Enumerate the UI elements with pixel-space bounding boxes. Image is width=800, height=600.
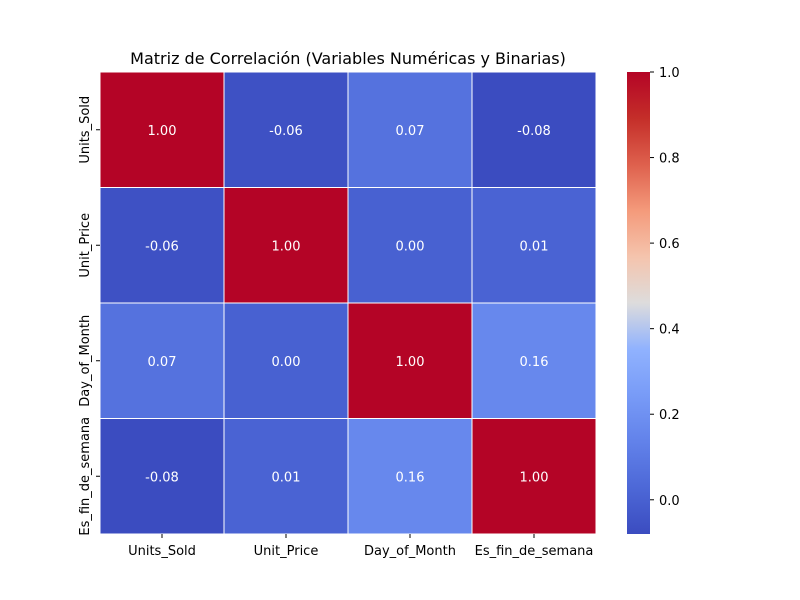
cell-value-label: 0.07 bbox=[396, 124, 425, 139]
heatmap-cell bbox=[471, 302, 597, 419]
x-tick-label: Units_Sold bbox=[128, 544, 196, 559]
heatmap-cell bbox=[471, 418, 597, 535]
cell-value-label: 0.16 bbox=[520, 355, 549, 370]
y-tick-label: Day_of_Month bbox=[78, 315, 93, 407]
cell-value-label: 1.00 bbox=[148, 124, 177, 139]
cell-value-label: -0.06 bbox=[269, 124, 303, 139]
cell-value-label: 0.00 bbox=[396, 239, 425, 254]
cell-value-label: 0.16 bbox=[396, 470, 425, 485]
cell-value-label: -0.08 bbox=[517, 124, 551, 139]
heatmap-cell bbox=[223, 71, 349, 188]
heatmap-cell bbox=[471, 71, 597, 188]
cell-value-label: 0.07 bbox=[148, 355, 177, 370]
heatmap-cell bbox=[471, 187, 597, 304]
colorbar-tick-label: 1.0 bbox=[659, 66, 680, 81]
y-axis: Units_Sold Unit_Price Day_of_Month Es_fin_d… bbox=[78, 96, 100, 536]
chart-title: Matriz de Correlación (Variables Numéric… bbox=[130, 49, 566, 68]
cell-value-label: -0.06 bbox=[145, 239, 179, 254]
colorbar-gradient bbox=[627, 72, 650, 534]
colorbar: 0.0 0.2 0.4 0.6 0.8 1.0 bbox=[627, 66, 680, 534]
x-axis: Units_Sold Unit_Price Day_of_Month Es_fin_d… bbox=[128, 534, 593, 559]
colorbar-tick-label: 0.4 bbox=[659, 323, 680, 338]
colorbar-tick-label: 0.0 bbox=[659, 494, 680, 509]
heatmap-cell bbox=[99, 187, 225, 304]
cell-value-label: 0.00 bbox=[272, 355, 301, 370]
colorbar-tick-label: 0.8 bbox=[659, 152, 680, 167]
y-tick-label: Units_Sold bbox=[78, 96, 93, 164]
x-tick-label: Unit_Price bbox=[254, 544, 319, 559]
colorbar-tick-label: 0.6 bbox=[659, 237, 680, 252]
y-tick-label: Es_fin_de_semana bbox=[78, 417, 93, 536]
heatmap-cell bbox=[223, 302, 349, 419]
heatmap-cell bbox=[99, 71, 225, 188]
heatmap-cell bbox=[223, 418, 349, 535]
cell-value-label: 1.00 bbox=[272, 239, 301, 254]
heatmap-cell bbox=[347, 418, 473, 535]
y-tick-label: Unit_Price bbox=[78, 213, 93, 278]
cell-value-label: 0.01 bbox=[272, 470, 301, 485]
cell-value-label: 0.01 bbox=[520, 239, 549, 254]
heatmap-cell bbox=[347, 71, 473, 188]
colorbar-tick-label: 0.2 bbox=[659, 408, 680, 423]
heatmap-cells bbox=[99, 71, 597, 535]
cell-value-label: 1.00 bbox=[396, 355, 425, 370]
x-tick-label: Day_of_Month bbox=[364, 544, 456, 559]
x-tick-label: Es_fin_de_semana bbox=[475, 544, 594, 559]
heatmap-cell-labels: 1.00 -0.06 0.07 -0.08 -0.06 1.00 0.00 0.01 0.07 0… bbox=[145, 124, 551, 486]
heatmap-cell bbox=[223, 187, 349, 304]
cell-value-label: 1.00 bbox=[520, 470, 549, 485]
cell-value-label: -0.08 bbox=[145, 470, 179, 485]
heatmap-cell bbox=[99, 418, 225, 535]
